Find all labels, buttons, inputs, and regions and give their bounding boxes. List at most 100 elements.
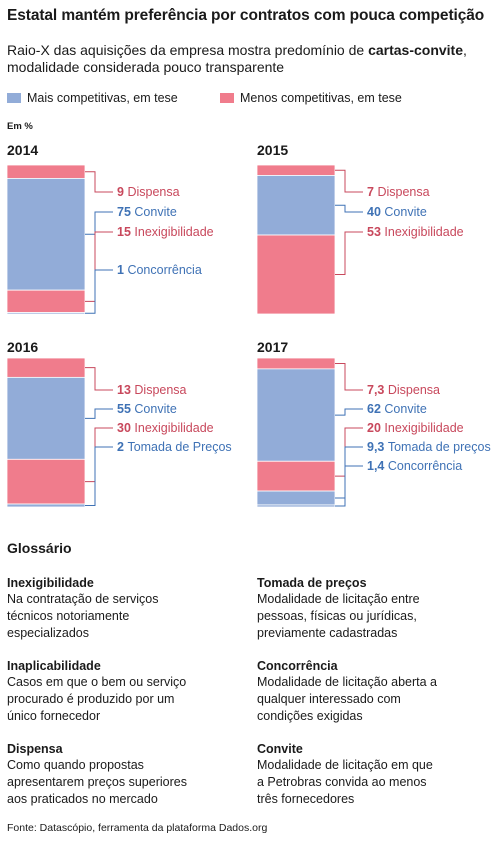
segment-label: 9 Dispensa xyxy=(117,185,180,199)
glossary-line: apresentarem preços superiores xyxy=(7,775,187,789)
connector-line xyxy=(335,362,363,391)
glossary-line: a Petrobras convida ao menos xyxy=(257,775,427,789)
connector-line xyxy=(85,427,113,483)
panel-title: 2014 xyxy=(7,142,38,158)
connector-line xyxy=(335,427,363,477)
segment-name: Convite xyxy=(134,402,176,416)
glossary-line: três fornecedores xyxy=(257,792,355,806)
connector-line xyxy=(85,231,113,302)
glossary-line: condições exigidas xyxy=(257,709,363,723)
segment-label: 30 Inexigibilidade xyxy=(117,421,214,435)
segment-value: 9,3 xyxy=(367,440,388,454)
bar-segment xyxy=(6,164,86,179)
segment-name: Dispensa xyxy=(388,383,440,397)
segment-label: 62 Convite xyxy=(367,402,427,416)
connector-line xyxy=(85,408,113,419)
segment-value: 53 xyxy=(367,225,384,239)
bar-chart-2017: 2017 7,3 Dispensa 62 Convite 20 Inexigibili… xyxy=(256,339,491,508)
glossary-item-dispensa: Dispensa Como quando propostas apresenta… xyxy=(7,741,242,808)
legend-swatch-more xyxy=(7,93,21,103)
segment-name: Inexigibilidade xyxy=(384,225,463,239)
glossary-term: Inaplicabilidade xyxy=(7,659,101,673)
bar-segment xyxy=(256,504,336,508)
segment-label: 55 Convite xyxy=(117,402,177,416)
connector-line xyxy=(335,408,363,416)
connector-line xyxy=(85,269,113,314)
bar-chart-2015: 2015 7 Dispensa 40 Convite 53 Inexigibilida… xyxy=(256,142,464,315)
panel-title: 2015 xyxy=(257,142,288,158)
glossary-term: Concorrência xyxy=(257,659,338,673)
segment-name: Concorrência xyxy=(388,459,462,473)
segment-label: 1,4 Concorrência xyxy=(367,459,462,473)
connector-line xyxy=(85,211,113,235)
glossary-line: Modalidade de licitação em que xyxy=(257,758,433,772)
glossary-line: aos praticados no mercado xyxy=(7,792,158,806)
bar-segment xyxy=(256,175,336,236)
glossary-line: Na contratação de serviços xyxy=(7,592,159,606)
glossary-item-concorrencia: Concorrência Modalidade de licitação abe… xyxy=(257,658,492,725)
bar-segment xyxy=(6,312,86,315)
bar-segment xyxy=(6,289,86,313)
glossary-term: Dispensa xyxy=(7,742,63,756)
segment-value: 2 xyxy=(117,440,127,454)
source-note: Fonte: Datascópio, ferramenta da platafo… xyxy=(7,822,268,834)
segment-value: 20 xyxy=(367,421,384,435)
segment-value: 1,4 xyxy=(367,459,388,473)
legend-label-more: Mais competitivas, em tese xyxy=(27,91,178,105)
segment-label: 75 Convite xyxy=(117,205,177,219)
segment-name: Inexigibilidade xyxy=(134,421,213,435)
segment-label: 7,3 Dispensa xyxy=(367,383,440,397)
panel-title: 2016 xyxy=(7,339,38,355)
chart-title: Estatal mantém preferência por contratos… xyxy=(7,7,485,24)
segment-name: Concorrência xyxy=(127,263,201,277)
connector-line xyxy=(85,446,113,507)
bar-segment xyxy=(6,357,86,378)
glossary-line: previamente cadastradas xyxy=(257,626,398,640)
subtitle-text-end: , modalidade considerada pouco transpare… xyxy=(7,42,467,75)
segment-name: Dispensa xyxy=(127,185,179,199)
connector-line xyxy=(85,367,113,391)
glossary-line: Como quando propostas xyxy=(7,758,144,772)
bar-segment xyxy=(6,376,86,460)
segment-value: 40 xyxy=(367,205,384,219)
segment-name: Dispensa xyxy=(134,383,186,397)
glossary-item-tomada-de-precos: Tomada de preços Modalidade de licitação… xyxy=(257,575,492,642)
segment-label: 13 Dispensa xyxy=(117,383,187,397)
segment-value: 30 xyxy=(117,421,134,435)
segment-value: 55 xyxy=(117,402,134,416)
legend-item-more-competitive: Mais competitivas, em tese xyxy=(7,91,178,105)
segment-value: 7 xyxy=(367,185,377,199)
unit-label: Em % xyxy=(7,121,33,132)
bar-segment xyxy=(256,234,336,315)
bar-segment xyxy=(6,458,86,505)
segment-name: Dispensa xyxy=(377,185,429,199)
legend-swatch-less xyxy=(220,93,234,103)
glossary-line: qualquer interessado com xyxy=(257,692,401,706)
segment-name: Tomada de preços xyxy=(388,440,491,454)
subtitle-bold-term: cartas-convite xyxy=(368,42,464,58)
bar-segment xyxy=(256,357,336,370)
connector-line xyxy=(85,171,113,193)
panel-title: 2017 xyxy=(257,339,288,355)
segment-value: 7,3 xyxy=(367,383,388,397)
segment-value: 1 xyxy=(117,263,127,277)
bar-chart-2014: 2014 9 Dispensa 75 Convite 15 Inexigibilida… xyxy=(6,142,214,315)
segment-name: Inexigibilidade xyxy=(384,421,463,435)
bar-segment xyxy=(256,164,336,176)
segment-label: 15 Inexigibilidade xyxy=(117,225,214,239)
connector-line xyxy=(335,465,363,507)
legend-label-less: Menos competitivas, em tese xyxy=(240,91,402,105)
glossary-line: Modalidade de licitação aberta a xyxy=(257,675,437,689)
glossary-line: técnicos notoriamente xyxy=(7,609,130,623)
glossary-term: Convite xyxy=(257,742,303,756)
segment-label: 40 Convite xyxy=(367,205,427,219)
segment-name: Convite xyxy=(134,205,176,219)
glossary-line: procurado é produzido por um xyxy=(7,692,175,706)
glossary-item-inexigibilidade: Inexigibilidade Na contratação de serviç… xyxy=(7,575,242,642)
segment-value: 75 xyxy=(117,205,134,219)
connector-line xyxy=(335,231,363,276)
connector-line xyxy=(335,169,363,193)
chart-subtitle: Raio-X das aquisições da empresa mostra … xyxy=(7,42,495,76)
segment-name: Inexigibilidade xyxy=(134,225,213,239)
segment-name: Convite xyxy=(384,402,426,416)
